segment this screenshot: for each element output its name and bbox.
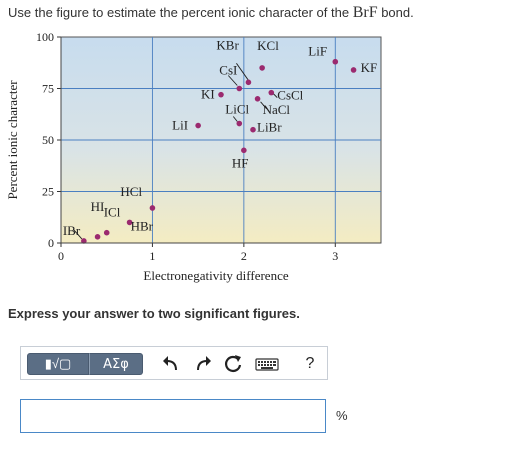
data-point bbox=[94, 234, 101, 240]
point-label: CsCl bbox=[277, 88, 303, 103]
label-leader-line bbox=[232, 116, 238, 122]
point-label: HCl bbox=[120, 184, 142, 199]
instruction-text: Express your answer to two significant f… bbox=[8, 306, 300, 321]
question-formula: BrF bbox=[352, 4, 378, 21]
point-label: LiI bbox=[172, 118, 188, 133]
data-point bbox=[103, 229, 110, 236]
label-leader-line bbox=[236, 63, 249, 81]
data-point bbox=[241, 147, 247, 154]
point-label: KI bbox=[201, 87, 215, 102]
data-point bbox=[254, 96, 261, 102]
label-leader-line bbox=[227, 75, 238, 86]
x-tick-label: 2 bbox=[241, 249, 247, 263]
point-label: LiBr bbox=[257, 120, 282, 135]
point-label: KCl bbox=[257, 38, 279, 53]
point-label: NaCl bbox=[263, 102, 291, 117]
x-tick-label: 0 bbox=[58, 249, 64, 263]
label-leader-line bbox=[272, 93, 278, 98]
reset-icon[interactable] bbox=[222, 353, 244, 375]
y-tick-label: 100 bbox=[36, 30, 54, 44]
greek-symbols-button[interactable]: ΑΣφ bbox=[89, 353, 143, 375]
data-point bbox=[149, 205, 156, 211]
data-point bbox=[195, 122, 201, 129]
y-tick-label: 25 bbox=[42, 185, 54, 199]
point-label: HBr bbox=[131, 218, 154, 233]
question-prefix: Use the figure to estimate the percent i… bbox=[8, 5, 353, 20]
answer-unit: % bbox=[336, 408, 348, 423]
point-label: LiCl bbox=[225, 102, 249, 117]
redo-icon[interactable] bbox=[191, 353, 213, 375]
point-label: IBr bbox=[63, 223, 81, 238]
data-point bbox=[350, 67, 357, 73]
label-leader-line bbox=[73, 229, 83, 240]
answer-input[interactable] bbox=[20, 399, 326, 433]
y-tick-label: 75 bbox=[42, 82, 54, 96]
point-label: HI bbox=[91, 199, 105, 214]
y-tick-label: 0 bbox=[48, 236, 54, 250]
point-label: CsI bbox=[219, 63, 237, 78]
x-tick-label: 1 bbox=[149, 249, 155, 263]
point-label: LiF bbox=[308, 44, 327, 59]
x-axis-label: Electronegativity difference bbox=[143, 268, 288, 283]
data-point bbox=[236, 85, 243, 92]
undo-icon[interactable] bbox=[161, 353, 183, 375]
point-label: ICl bbox=[104, 205, 121, 220]
data-point bbox=[332, 58, 339, 65]
toolbar-button-group: ▮√▢ ΑΣφ bbox=[27, 353, 143, 375]
data-point bbox=[81, 238, 87, 244]
data-point bbox=[259, 65, 265, 71]
data-point bbox=[245, 79, 252, 86]
question-suffix: bond. bbox=[377, 5, 414, 20]
help-button[interactable]: ? bbox=[305, 355, 315, 372]
math-toolbar: ▮√▢ ΑΣφ ? bbox=[20, 346, 328, 380]
y-tick-label: 50 bbox=[42, 133, 54, 147]
point-label: KBr bbox=[216, 37, 239, 52]
point-label: HF bbox=[232, 155, 249, 170]
x-tick-label: 3 bbox=[332, 249, 338, 263]
y-axis-label: Percent ionic character bbox=[5, 80, 20, 200]
label-leader-line bbox=[260, 101, 267, 110]
data-point bbox=[218, 91, 224, 98]
data-point bbox=[268, 89, 275, 96]
point-label: KF bbox=[361, 60, 378, 75]
data-point bbox=[126, 219, 133, 226]
data-point bbox=[250, 126, 256, 133]
keyboard-icon[interactable] bbox=[255, 353, 279, 375]
ionic-character-chart: 0 1 2 3 0 25 50 75 100 Electronegativity differen… bbox=[5, 30, 382, 283]
templates-button[interactable]: ▮√▢ bbox=[27, 353, 89, 375]
question-text: Use the figure to estimate the percent i… bbox=[8, 4, 414, 22]
data-point bbox=[236, 120, 243, 127]
